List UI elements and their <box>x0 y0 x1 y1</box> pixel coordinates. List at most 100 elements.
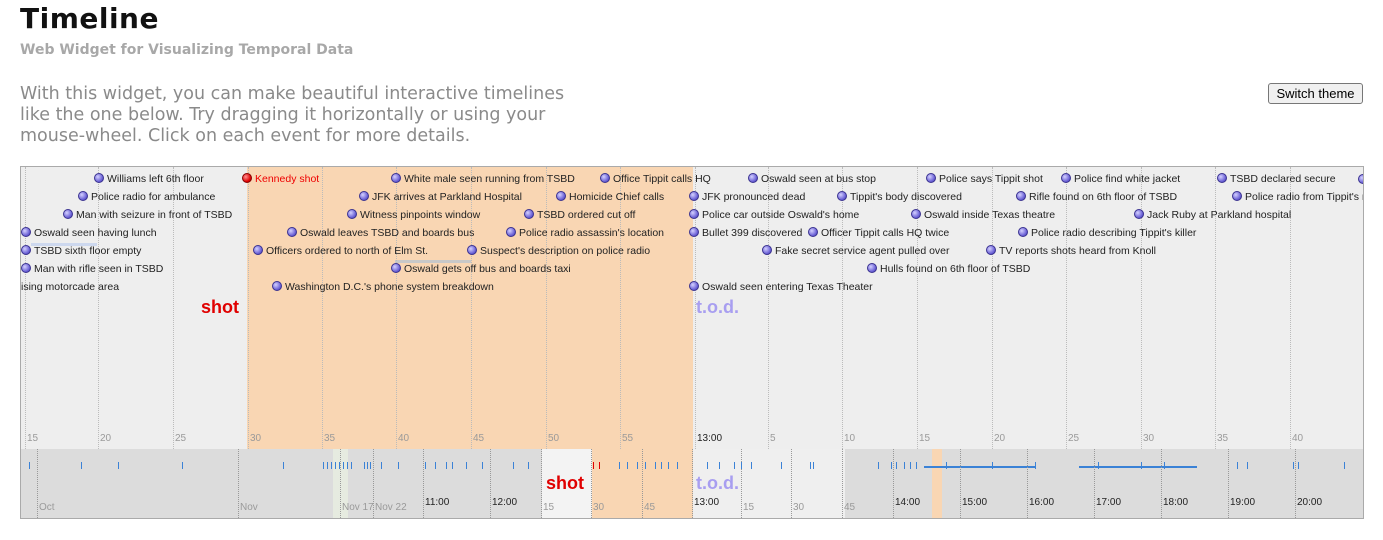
timeline-event[interactable]: Fake secret service agent pulled over <box>762 245 950 257</box>
timeline-event[interactable]: TSBD declared secure <box>1217 173 1336 185</box>
timeline-event[interactable]: Suspect's description on police radio <box>467 245 650 257</box>
event-marker-icon <box>689 227 699 237</box>
event-label: Oswald leaves TSBD and boards bus <box>300 227 475 239</box>
event-marker-icon <box>689 281 699 291</box>
timeline-event[interactable]: TSBD ordered cut off <box>524 209 635 221</box>
upper-tick-label: 20 <box>994 433 1006 444</box>
upper-tick-label: 30 <box>250 433 262 444</box>
timeline-event[interactable]: White male seen running from TSBD <box>391 173 575 185</box>
timeline-event[interactable]: Police radio from Tippit's r <box>1232 191 1363 203</box>
event-marker-icon <box>689 209 699 219</box>
timeline-event[interactable]: Police radio for ambulance <box>78 191 215 203</box>
timeline-event[interactable]: Williams left 6th floor <box>94 173 204 185</box>
timeline-event[interactable]: Tippit's body discovered <box>837 191 962 203</box>
grid-line <box>25 167 26 449</box>
event-marker-icon <box>506 227 516 237</box>
overview-event-mark <box>904 462 905 469</box>
timeline-event[interactable]: Oswald seen having lunch <box>21 227 157 239</box>
upper-tick-label: 35 <box>1217 433 1229 444</box>
event-marker-icon <box>272 281 282 291</box>
event-marker-icon <box>1134 209 1144 219</box>
timeline-event[interactable]: TSBD sixth floor empty <box>21 245 141 257</box>
event-label: Bullet 399 discovered <box>702 227 803 239</box>
timeline-event[interactable]: Police radio assassin's location <box>506 227 664 239</box>
overview-event-mark <box>661 462 662 469</box>
timeline-event[interactable]: Kennedy shot <box>242 173 319 185</box>
event-marker-icon <box>689 191 699 201</box>
overview-event-mark <box>627 462 628 469</box>
timeline-event[interactable]: TV reports shots heard from Knoll <box>986 245 1156 257</box>
overview-event-mark <box>347 462 348 469</box>
timeline-event[interactable]: Oswald leaves TSBD and boards bus <box>287 227 474 239</box>
overview-grid-line <box>1295 449 1296 518</box>
overview-grid-line <box>893 449 894 518</box>
overview-event-mark <box>351 462 352 469</box>
timeline-event[interactable]: Office Tippit calls HQ <box>600 173 711 185</box>
overview-event-mark <box>707 462 708 469</box>
timeline-event[interactable]: Oswald inside Texas theatre <box>911 209 1055 221</box>
upper-tick-label: 10 <box>844 433 856 444</box>
grid-line <box>1290 167 1291 449</box>
switch-theme-button[interactable]: Switch theme <box>1268 83 1363 104</box>
timeline-event[interactable]: Police says Tippit shot <box>926 173 1043 185</box>
event-marker-icon[interactable] <box>1358 174 1363 184</box>
timeline-event[interactable]: Homicide Chief calls <box>556 191 664 203</box>
timeline-event[interactable]: Man with rifle seen in TSBD <box>21 263 163 275</box>
timeline-detail-band[interactable]: shot t.o.d. 15 20 25 30 35 40 45 50 55 13:00 5 10 15… <box>21 167 1363 449</box>
event-label: Officer Tippit calls HQ twice <box>821 227 950 239</box>
event-marker-icon <box>600 173 610 183</box>
timeline-event[interactable]: Washington D.C.'s phone system breakdown <box>272 281 494 293</box>
timeline-event[interactable]: Jack Ruby at Parkland hospital <box>1134 209 1291 221</box>
event-label: TSBD declared secure <box>1230 173 1336 185</box>
overview-event-mark <box>367 462 368 469</box>
grid-line <box>768 167 769 449</box>
grid-line <box>546 167 547 449</box>
grid-line <box>98 167 99 449</box>
lower-tick-label: 45 <box>844 502 856 513</box>
timeline-event[interactable]: Police find white jacket <box>1061 173 1180 185</box>
overview-event-mark <box>435 462 436 469</box>
lower-tick-label: 20:00 <box>1297 497 1323 508</box>
timeline-event[interactable]: Police radio describing Tippit's killer <box>1018 227 1196 239</box>
event-marker-icon <box>867 263 877 273</box>
timeline-event[interactable]: Officers ordered to north of Elm St. <box>253 245 428 257</box>
timeline-event[interactable]: Bullet 399 discovered <box>689 227 802 239</box>
timeline-event[interactable]: Rifle found on 6th floor of TSBD <box>1016 191 1177 203</box>
timeline-event[interactable]: Witness pinpoints window <box>347 209 480 221</box>
timeline-event[interactable]: Oswald seen entering Texas Theater <box>689 281 873 293</box>
event-label: Suspect's description on police radio <box>480 245 651 257</box>
event-label: JFK pronounced dead <box>702 191 806 203</box>
timeline-event[interactable]: Man with seizure in front of TSBD <box>63 209 232 221</box>
overview-event-mark <box>452 462 453 469</box>
event-label: Man with seizure in front of TSBD <box>76 209 233 221</box>
event-marker-icon <box>911 209 921 219</box>
event-marker-icon <box>391 173 401 183</box>
overview-event-mark <box>619 462 620 469</box>
timeline-event[interactable]: JFK arrives at Parkland Hospital <box>359 191 522 203</box>
timeline-event[interactable]: Officer Tippit calls HQ twice <box>808 227 949 239</box>
timeline-overview-band[interactable]: shot t.o.d. Oct Nov Nov 17 Nov 22 11:00 12:00… <box>21 449 1363 518</box>
event-label: TV reports shots heard from Knoll <box>999 245 1156 257</box>
upper-tick-label: 35 <box>324 433 336 444</box>
overview-event-mark <box>751 462 752 469</box>
overview-event-mark <box>1141 462 1142 469</box>
event-label: Man with rifle seen in TSBD <box>34 263 164 275</box>
event-marker-icon <box>94 173 104 183</box>
overview-event-mark <box>599 462 600 469</box>
upper-tick-label: 30 <box>1143 433 1155 444</box>
timeline-event[interactable]: Oswald gets off bus and boards taxi <box>391 263 571 275</box>
timeline-event[interactable]: Hulls found on 6th floor of TSBD <box>867 263 1030 275</box>
overview-grid-line <box>1027 449 1028 518</box>
timeline-event[interactable]: Oswald seen at bus stop <box>748 173 876 185</box>
lower-tick-label: 12:00 <box>492 497 518 508</box>
event-marker-icon <box>1016 191 1026 201</box>
timeline-event[interactable]: Police car outside Oswald's home <box>689 209 859 221</box>
overview-event-mark <box>668 462 669 469</box>
overview-grid-line <box>642 449 643 518</box>
timeline-event[interactable]: ising motorcade area <box>21 281 119 293</box>
timeline-event[interactable]: JFK pronounced dead <box>689 191 805 203</box>
timeline-widget[interactable]: shot t.o.d. 15 20 25 30 35 40 45 50 55 13:00 5 10 15… <box>20 166 1364 519</box>
lower-tick-label: 11:00 <box>425 497 450 508</box>
event-duration-bar <box>395 260 471 263</box>
overview-event-mark <box>741 462 742 469</box>
